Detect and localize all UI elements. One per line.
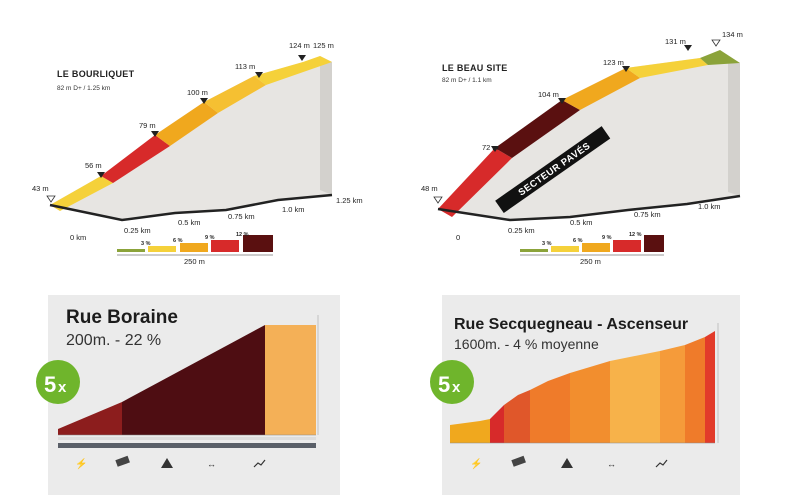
segment-5 [254, 56, 332, 85]
chart-subtitle: 82 m D+ / 1.25 km [57, 85, 110, 92]
segment-4 [204, 76, 266, 113]
marker-icon [558, 98, 566, 104]
elevation-label: 104 m [538, 90, 559, 99]
repeat-badge-suffix: x [452, 379, 461, 396]
chart-le-bourliquet: LE BOURLIQUET 82 m D+ / 1.25 km 43 m 56 … [32, 41, 363, 266]
start-marker-icon [46, 195, 56, 203]
elevation-label: 56 m [85, 161, 102, 170]
chart-rue-boraine: Rue Boraine 200m. - 22 % 5 x ⚡ ↔ [36, 295, 340, 495]
marker-icon [255, 72, 263, 78]
marker-icon [491, 146, 499, 152]
distance-bar [58, 443, 316, 448]
segment-1 [58, 402, 122, 435]
card-subtitle: 200m. - 22 % [66, 332, 161, 349]
elevation-label: 131 m [665, 37, 686, 46]
distance-icon: ↔ [207, 459, 216, 469]
segment-1 [438, 148, 512, 217]
repeat-badge-count: 5 [438, 372, 450, 397]
marker-icon [200, 98, 208, 104]
chart-le-beau-site: SECTEUR PAVÉS LE BEAU SITE 82 m D+ / 1.1… [421, 30, 743, 266]
elevation-label: 48 m [421, 184, 438, 193]
marker-icon [684, 45, 692, 51]
profile-face [50, 62, 332, 220]
chart-title: LE BEAU SITE [442, 63, 508, 73]
segment-3 [265, 325, 316, 435]
chart-title: LE BOURLIQUET [57, 69, 135, 79]
marker-icon [151, 131, 159, 137]
x-tick-label: 1.0 km [282, 205, 305, 214]
elevation-label: 72 m [482, 143, 499, 152]
marker-icon [298, 55, 306, 61]
profile-side [728, 56, 740, 196]
legend-label: 12 % [629, 232, 642, 238]
trend-icon [655, 459, 668, 468]
legend-label: 3 % [141, 241, 151, 247]
chart-subtitle: 82 m D+ / 1.1 km [442, 77, 492, 84]
segment-2 [122, 325, 265, 435]
marker-icon [622, 66, 630, 72]
repeat-badge [36, 360, 80, 404]
elevation-label: 125 m [313, 41, 334, 50]
elevation-label: 43 m [32, 184, 49, 193]
repeat-badge [430, 360, 474, 404]
segment-4 [626, 58, 708, 78]
x-tick-label: 0 km [70, 233, 86, 242]
legend-label: 6 % [573, 238, 583, 244]
gradient-legend: 3 % 6 % 9 % 12 % 250 m [117, 232, 273, 266]
segment-2 [101, 135, 170, 183]
card-title: Rue Boraine [66, 307, 178, 328]
trend-icon [253, 459, 266, 468]
gradient-legend: 3 % 6 % 9 % 12 % 250 m [520, 232, 664, 266]
bolt-icon: ⚡ [470, 457, 482, 470]
x-tick-label: 0 [456, 233, 460, 242]
legend-scale: 250 m [580, 257, 601, 266]
x-tick-label: 0.25 km [508, 226, 535, 235]
x-tick-label: 1.0 km [698, 202, 721, 211]
x-tick-label: 0.25 km [124, 226, 151, 235]
elevation-label: 79 m [139, 121, 156, 130]
warning-icon [561, 458, 573, 468]
x-tick-label: 1.25 km [336, 196, 363, 205]
x-tick-label: 0.5 km [570, 218, 593, 227]
elevation-label: 113 m [235, 62, 255, 71]
legend-label: 6 % [173, 238, 183, 244]
base-line [49, 193, 333, 222]
elevation-label: 100 m [187, 88, 208, 97]
elevation-label: 134 m [722, 30, 743, 39]
legend-scale: 250 m [184, 257, 205, 266]
start-marker-icon [433, 196, 443, 204]
finish-marker-icon [711, 39, 721, 47]
cobble-icon [511, 455, 526, 467]
segment-2 [495, 100, 580, 158]
cobble-icon [115, 455, 130, 467]
stats-row: ⚡ ↔ [470, 455, 668, 470]
segment-3 [562, 68, 640, 110]
segment-5 [700, 50, 740, 65]
bolt-icon: ⚡ [75, 457, 87, 470]
stats-row: ⚡ ↔ [75, 455, 266, 470]
repeat-badge-count: 5 [44, 372, 56, 397]
card-subtitle: 1600m. - 4 % moyenne [454, 336, 599, 352]
elevation-label: 123 m [603, 58, 624, 67]
warning-icon [161, 458, 173, 468]
segment-1 [50, 176, 113, 211]
distance-icon: ↔ [607, 459, 616, 469]
card-title: Rue Secquegneau - Ascenseur [454, 316, 688, 333]
x-tick-label: 0.75 km [634, 210, 661, 219]
marker-icon [97, 172, 105, 178]
legend-label: 12 % [236, 232, 249, 238]
repeat-badge-suffix: x [58, 379, 67, 396]
profile-side [320, 56, 332, 195]
base-line [437, 194, 741, 222]
x-tick-label: 0.5 km [178, 218, 201, 227]
x-tick-label: 0.75 km [228, 212, 255, 221]
legend-label: 9 % [205, 235, 215, 241]
segment-3 [155, 102, 218, 146]
legend-label: 9 % [602, 235, 612, 241]
legend-label: 3 % [542, 241, 552, 247]
chart-rue-secquegneau: Rue Secquegneau - Ascenseur 1600m. - 4 %… [430, 295, 740, 495]
elevation-label: 124 m [289, 41, 310, 50]
